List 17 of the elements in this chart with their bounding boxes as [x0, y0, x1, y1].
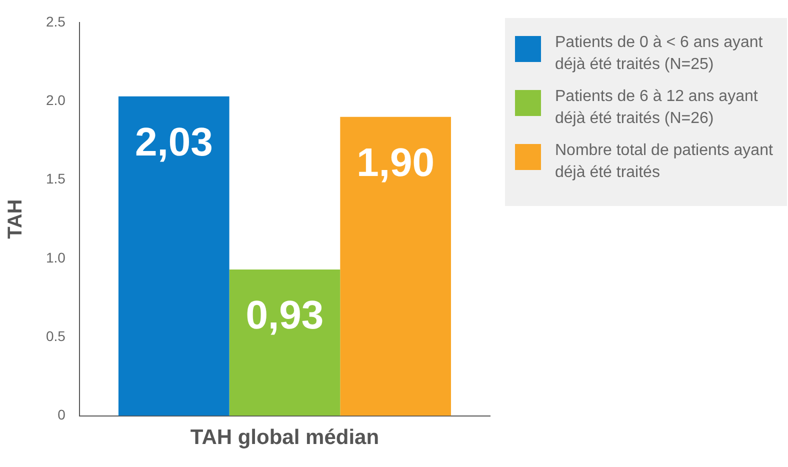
y-tick-label: 0 — [58, 406, 66, 423]
x-tick-label: TAH global médian — [190, 426, 380, 450]
legend-label: Patients de 0 à < 6 ans ayant déjà été traités (N=25) — [555, 33, 764, 75]
legend-label: Patients de 6 à 12 ans ayant déjà été traités (N=26) — [555, 87, 759, 129]
y-tick-label: 1.5 — [46, 170, 66, 187]
bar — [229, 269, 340, 416]
data-label: 2,03 — [134, 120, 213, 164]
legend-label: Nombre total de patients ayant déjà été traités — [555, 141, 774, 183]
bar — [118, 96, 230, 416]
bar — [340, 116, 451, 416]
y-tick-label: 2.0 — [46, 92, 66, 108]
y-axis-title: TAH — [4, 199, 27, 239]
y-tick-label: 2.5 — [46, 13, 66, 30]
data-label: 1,90 — [356, 140, 435, 185]
data-label: 0,93 — [246, 293, 324, 338]
y-tick-label: 0.5 — [46, 328, 66, 344]
y-tick-label: 1.0 — [46, 249, 66, 266]
